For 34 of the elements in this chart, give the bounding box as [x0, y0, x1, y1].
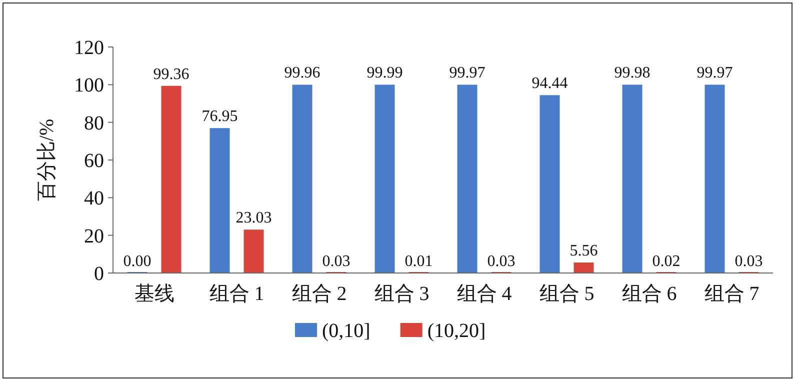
data-label: 0.01 [404, 252, 433, 270]
x-tick-label: 组合 3 [374, 283, 430, 305]
data-label: 23.03 [236, 210, 272, 227]
data-label: 99.98 [614, 64, 650, 82]
data-label: 76.95 [202, 108, 238, 126]
data-label: 0.02 [652, 252, 680, 270]
x-tick-label: 组合 7 [704, 283, 760, 305]
data-label: 0.03 [322, 252, 350, 270]
y-tick-label: 80 [84, 112, 104, 134]
data-label: 5.56 [570, 242, 598, 260]
x-tick-label: 基线 [134, 283, 174, 305]
data-label: 99.36 [153, 66, 190, 83]
y-tick-label: 120 [74, 37, 104, 59]
y-tick-label: 0 [94, 263, 104, 285]
x-tick-label: 组合 6 [622, 283, 677, 305]
data-label: 94.44 [532, 75, 568, 92]
x-tick-label: 组合 4 [456, 283, 512, 305]
data-label: 0.03 [487, 252, 516, 270]
y-tick-label: 60 [84, 150, 104, 172]
data-label: 99.99 [366, 64, 403, 82]
y-axis-title: 百分比/% [36, 118, 58, 202]
data-label: 0.03 [734, 252, 763, 270]
y-tick-label: 40 [84, 188, 104, 210]
x-tick-label: 组合 1 [209, 283, 264, 305]
data-label: 99.97 [696, 64, 733, 82]
legend-label: (10,20] [427, 320, 486, 342]
x-tick-label: 组合 2 [292, 283, 347, 305]
data-label: 99.97 [449, 64, 486, 82]
legend-label: (0,10] [322, 320, 370, 342]
y-tick-label: 20 [84, 225, 104, 248]
x-tick-label: 组合 5 [539, 283, 594, 305]
y-tick-label: 100 [74, 74, 104, 97]
data-label: 0.00 [123, 253, 152, 270]
data-label: 99.96 [284, 64, 320, 82]
